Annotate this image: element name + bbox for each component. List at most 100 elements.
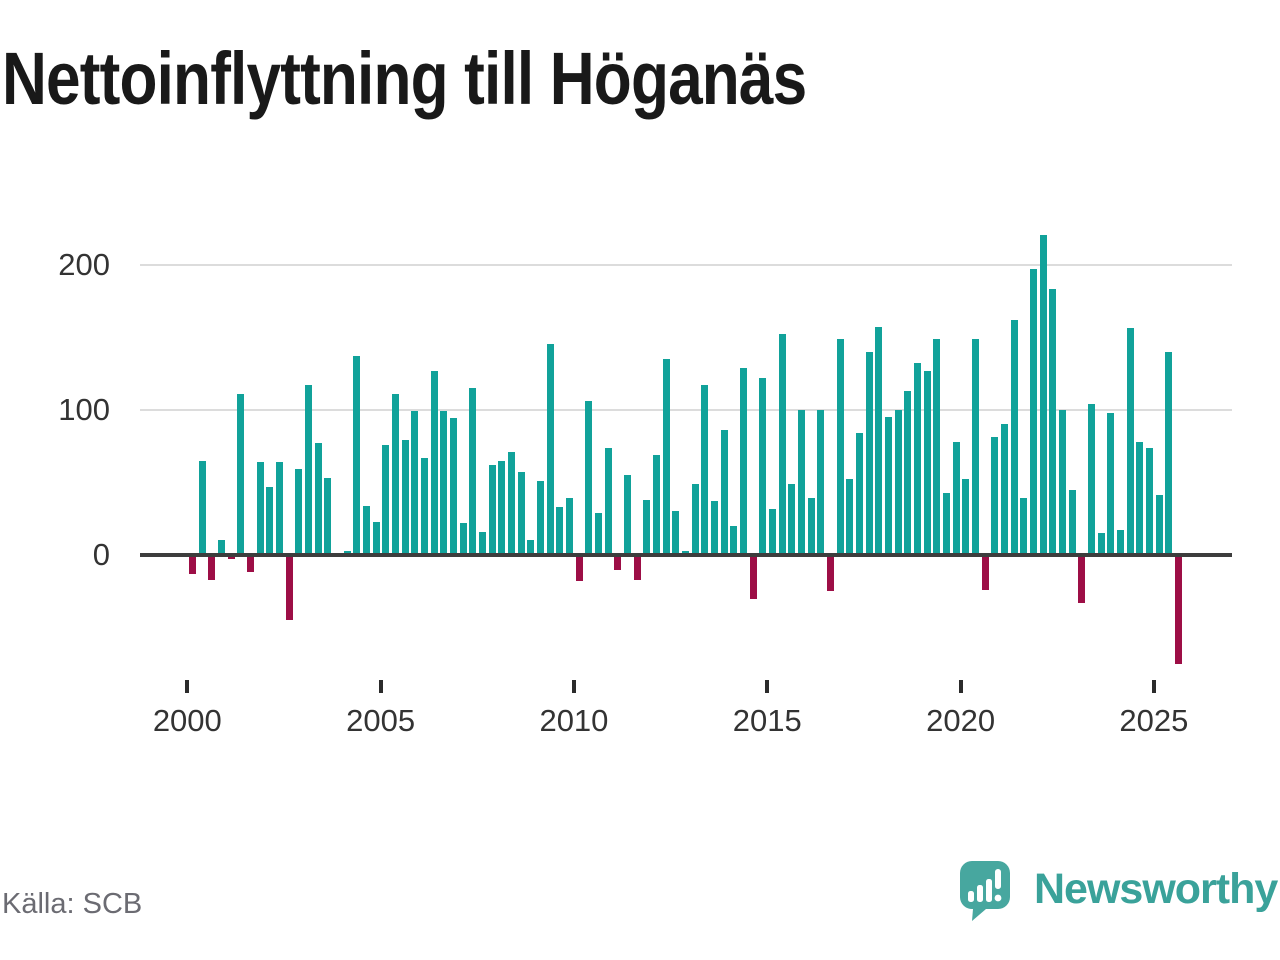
bar-2022Q3 [1058,409,1066,557]
bar-2005Q1 [382,444,390,557]
bar-2010Q4 [604,447,612,557]
bar-2018Q4 [913,363,921,557]
bar-2020Q4 [991,437,999,557]
x-tick-2010 [571,680,576,693]
y-axis-label-0: 0 [92,537,110,572]
bar-2009Q3 [556,507,564,557]
bar-2007Q3 [478,531,486,557]
bar-2009Q4 [565,498,573,557]
bar-2022Q4 [1068,489,1076,557]
newsworthy-bubble-chart-icon [960,861,1010,921]
bar-2017Q3 [865,351,873,557]
x-tick-2005 [378,680,383,693]
bar-2012Q1 [652,454,660,557]
bar-2019Q1 [923,370,931,557]
bar-2016Q3 [826,553,834,592]
bar-2020Q2 [971,338,979,557]
bar-2012Q2 [662,358,670,557]
bar-2001Q2 [237,393,245,557]
bar-2023Q4 [1107,412,1115,557]
bar-2021Q1 [1000,424,1008,557]
bar-2014Q3 [749,553,757,599]
bar-2022Q2 [1049,289,1057,557]
bar-2018Q3 [904,390,912,557]
x-tick-2015 [765,680,770,693]
bar-2024Q1 [1116,530,1124,557]
bar-2009Q2 [546,344,554,557]
bar-2015Q1 [768,508,776,557]
bar-2008Q2 [507,451,515,557]
bar-2002Q4 [295,469,303,557]
bar-2016Q1 [807,498,815,557]
bar-2018Q2 [894,409,902,557]
bar-2011Q2 [623,475,631,557]
bar-2007Q2 [469,387,477,557]
gridline-100 [140,408,1232,411]
bar-2017Q2 [855,432,863,557]
bar-2010Q3 [594,512,602,557]
x-axis-label-2010: 2010 [539,703,609,738]
bar-2006Q2 [430,370,438,557]
bar-2004Q4 [372,521,380,557]
bar-2015Q4 [797,409,805,557]
source-label: Källa: SCB [2,888,143,920]
bar-2013Q2 [701,385,709,557]
bar-2000Q3 [208,553,216,580]
bar-2008Q4 [527,540,535,557]
bar-2025Q2 [1165,351,1173,557]
bar-2003Q2 [314,443,322,557]
x-axis-label-2015: 2015 [732,703,802,738]
bar-2014Q2 [739,367,747,557]
bar-2000Q1 [189,553,196,574]
gridline-200 [140,263,1232,266]
y-axis-label-100: 100 [58,391,110,427]
bar-2015Q2 [778,334,786,557]
bar-2000Q4 [217,540,225,557]
bar-2021Q2 [1010,319,1018,557]
bar-2019Q3 [942,492,950,557]
bar-2025Q3 [1174,553,1182,664]
bar-2021Q4 [1029,268,1037,557]
x-axis-label-2000: 2000 [152,703,222,738]
x-tick-2000 [185,680,190,693]
bar-2011Q3 [633,553,641,580]
bar-2025Q1 [1155,495,1163,557]
x-tick-2020 [958,680,963,693]
bar-2021Q3 [1020,498,1028,557]
bar-2006Q3 [440,411,448,557]
bar-2006Q4 [449,418,457,557]
bar-2000Q2 [198,460,206,557]
bar-2017Q4 [875,326,883,557]
y-axis-label-200: 200 [58,246,110,282]
bar-2008Q1 [498,460,506,557]
bar-2012Q3 [672,511,680,557]
bar-2020Q1 [962,479,970,557]
bar-2007Q1 [459,523,467,557]
bar-2013Q4 [720,430,728,557]
newsworthy-wordmark: Newsworthy [1034,865,1278,913]
bar-2011Q1 [614,553,622,570]
x-tick-2025 [1151,680,1156,693]
page-title: Nettoinflyttning till Höganäs [2,37,807,120]
bar-2003Q1 [304,385,312,557]
bar-2002Q3 [285,553,293,621]
bar-2015Q3 [788,483,796,557]
bar-2018Q1 [884,417,892,557]
bar-2005Q4 [411,411,419,557]
bar-2013Q1 [691,483,699,557]
bar-2010Q1 [575,553,583,582]
bar-2002Q1 [266,486,274,557]
x-axis-zero-line [140,553,1232,557]
bar-2002Q2 [275,462,283,557]
bar-2005Q2 [391,393,399,557]
bar-2016Q2 [817,409,825,557]
bar-2014Q4 [759,377,767,557]
bar-2005Q3 [401,440,409,557]
newsworthy-logo: Newsworthy [960,861,1278,921]
bar-2009Q1 [536,480,544,557]
bar-2003Q3 [324,478,332,557]
bar-2008Q3 [517,472,525,557]
x-axis-label-2020: 2020 [926,703,996,738]
x-axis-label-2025: 2025 [1119,703,1189,738]
bar-2020Q3 [981,553,989,590]
